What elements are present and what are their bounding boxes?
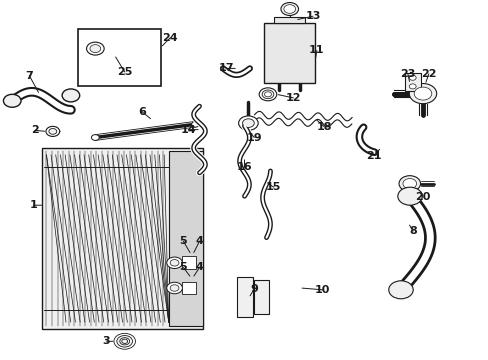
- Bar: [182, 282, 196, 294]
- Circle shape: [242, 119, 254, 127]
- Circle shape: [397, 187, 422, 205]
- Circle shape: [86, 42, 104, 55]
- Text: 18: 18: [316, 122, 331, 132]
- Bar: [78, 29, 161, 86]
- Bar: [253, 280, 269, 314]
- Circle shape: [283, 5, 295, 13]
- Text: 16: 16: [236, 162, 252, 172]
- Bar: [168, 151, 203, 326]
- Text: 19: 19: [246, 132, 262, 143]
- Text: 6: 6: [138, 107, 145, 117]
- Circle shape: [170, 285, 179, 291]
- Text: 12: 12: [285, 93, 301, 103]
- Bar: [237, 277, 252, 317]
- Bar: [274, 17, 305, 23]
- Circle shape: [62, 89, 80, 102]
- Circle shape: [166, 282, 182, 294]
- Text: 15: 15: [265, 182, 281, 192]
- Circle shape: [398, 176, 420, 192]
- Circle shape: [90, 45, 101, 53]
- Circle shape: [408, 84, 436, 104]
- Circle shape: [114, 333, 135, 349]
- Circle shape: [191, 121, 199, 127]
- Circle shape: [170, 260, 179, 266]
- Circle shape: [388, 281, 412, 299]
- Circle shape: [3, 94, 21, 107]
- Circle shape: [91, 135, 99, 140]
- Text: 2: 2: [31, 125, 39, 135]
- Text: 9: 9: [250, 284, 258, 294]
- Text: 20: 20: [414, 192, 430, 202]
- Circle shape: [122, 339, 127, 343]
- Text: 1: 1: [29, 200, 37, 210]
- Text: 14: 14: [180, 125, 196, 135]
- Text: 7: 7: [25, 71, 33, 81]
- Circle shape: [117, 336, 132, 347]
- Text: 4: 4: [195, 236, 203, 246]
- Text: 17: 17: [218, 63, 234, 73]
- Bar: [41, 148, 203, 329]
- Bar: [404, 73, 420, 91]
- Circle shape: [238, 116, 258, 130]
- Circle shape: [280, 3, 298, 15]
- Circle shape: [46, 126, 60, 136]
- Circle shape: [264, 92, 271, 97]
- Circle shape: [408, 84, 415, 89]
- Text: 21: 21: [366, 150, 381, 161]
- Text: 23: 23: [399, 69, 415, 79]
- Text: 3: 3: [102, 336, 110, 346]
- Text: 5: 5: [179, 236, 187, 246]
- Bar: [264, 23, 315, 83]
- Circle shape: [413, 87, 431, 100]
- Text: 22: 22: [420, 69, 436, 79]
- Bar: [182, 256, 196, 269]
- Text: 8: 8: [408, 226, 416, 236]
- Circle shape: [408, 75, 415, 80]
- Text: 5: 5: [179, 262, 187, 273]
- Circle shape: [402, 179, 416, 189]
- Text: 10: 10: [314, 285, 330, 295]
- Text: 4: 4: [195, 262, 203, 273]
- Text: 13: 13: [305, 11, 320, 21]
- Circle shape: [262, 90, 273, 99]
- Circle shape: [259, 88, 276, 101]
- Text: 25: 25: [117, 67, 132, 77]
- Text: 11: 11: [308, 45, 324, 55]
- Text: 24: 24: [162, 33, 178, 43]
- Circle shape: [49, 129, 57, 134]
- Circle shape: [120, 338, 129, 345]
- Circle shape: [166, 257, 182, 269]
